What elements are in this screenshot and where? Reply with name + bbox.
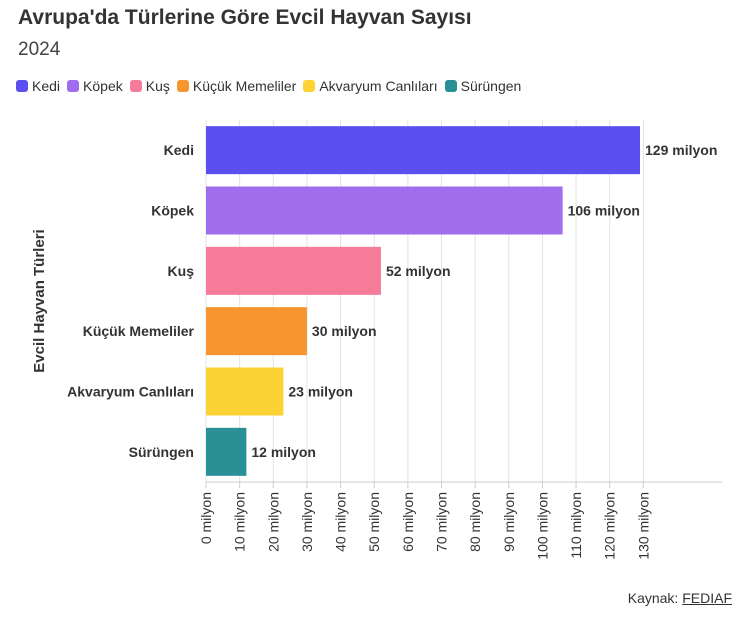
legend-swatch — [303, 80, 316, 92]
legend-label: Köpek — [83, 78, 123, 94]
legend: Kedi Köpek Kuş Küçük Memeliler Akvaryum … — [16, 78, 528, 94]
legend-swatch — [16, 80, 28, 92]
x-tick-label: 50 milyon — [366, 492, 382, 552]
value-label: 129 milyon — [645, 142, 717, 158]
x-tick-label: 130 milyon — [635, 492, 651, 560]
legend-item-kopek[interactable]: Köpek — [67, 78, 123, 94]
category-label: Küçük Memeliler — [83, 323, 195, 339]
category-label: Kedi — [164, 142, 194, 158]
x-tick-label: 100 milyon — [534, 492, 550, 560]
bar — [206, 186, 563, 235]
x-tick-label: 10 milyon — [232, 492, 248, 552]
value-label: 106 milyon — [568, 203, 640, 219]
x-tick-label: 120 milyon — [602, 492, 618, 560]
source-prefix: Kaynak: — [627, 590, 683, 606]
bar — [206, 427, 247, 476]
x-tick-label: 0 milyon — [198, 492, 214, 544]
legend-item-surungen[interactable]: Sürüngen — [444, 78, 522, 94]
source-note: Kaynak: FEDIAF — [628, 590, 732, 606]
legend-swatch — [444, 80, 457, 92]
x-tick-label: 60 milyon — [400, 492, 416, 552]
value-label: 30 milyon — [312, 323, 377, 339]
legend-item-kucuk-memeliler[interactable]: Küçük Memeliler — [176, 78, 297, 94]
chart-subtitle: 2024 — [18, 39, 61, 60]
value-label: 12 milyon — [251, 444, 316, 460]
x-tick-label: 110 milyon — [568, 492, 584, 559]
bar — [206, 246, 381, 295]
x-tick-label: 20 milyon — [265, 492, 281, 552]
bar — [206, 307, 307, 356]
bar — [206, 367, 284, 416]
x-tick-label: 40 milyon — [333, 492, 349, 552]
source-link[interactable]: FEDIAF — [682, 590, 732, 606]
category-label: Sürüngen — [129, 444, 194, 460]
legend-label: Kedi — [32, 78, 61, 94]
x-tick-label: 30 milyon — [299, 492, 315, 552]
bar — [206, 126, 640, 175]
legend-label: Kuş — [145, 78, 170, 94]
legend-swatch — [67, 80, 80, 92]
y-axis-title: Evcil Hayvan Türleri — [31, 229, 48, 372]
legend-label: Akvaryum Canlıları — [319, 78, 438, 94]
legend-label: Sürüngen — [460, 78, 522, 94]
legend-swatch — [129, 80, 142, 92]
legend-swatch — [176, 80, 189, 92]
value-label: 52 milyon — [386, 263, 451, 279]
chart-title: Avrupa'da Türlerine Göre Evcil Hayvan Sa… — [18, 6, 472, 29]
category-label: Kuş — [168, 263, 195, 279]
legend-item-akvaryum-canlilari[interactable]: Akvaryum Canlıları — [303, 78, 438, 94]
legend-label: Küçük Memeliler — [192, 78, 297, 94]
x-tick-label: 70 milyon — [434, 492, 450, 552]
category-label: Akvaryum Canlıları — [67, 384, 194, 400]
x-tick-label: 90 milyon — [501, 492, 517, 552]
x-tick-label: 80 milyon — [467, 492, 483, 552]
category-label: Köpek — [151, 203, 194, 219]
legend-item-kedi[interactable]: Kedi — [16, 78, 60, 94]
legend-item-kus[interactable]: Kuş — [129, 78, 170, 94]
value-label: 23 milyon — [288, 384, 353, 400]
